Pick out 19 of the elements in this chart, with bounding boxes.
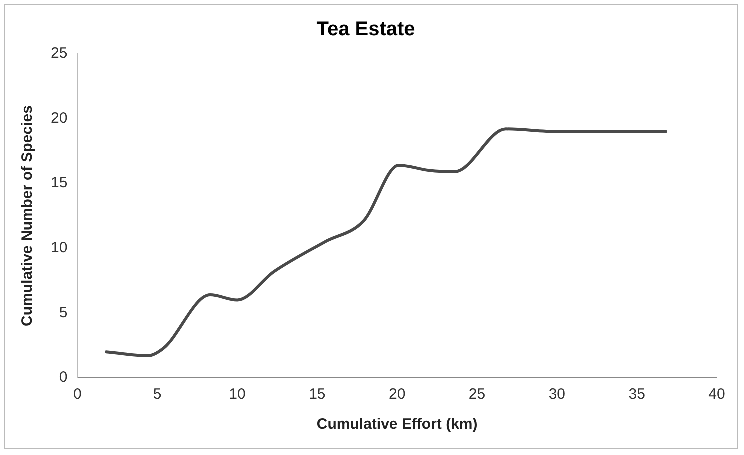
y-tick-label: 25: [50, 45, 68, 62]
x-tick-label: 35: [628, 386, 646, 404]
y-axis-title: Cumulative Number of Species: [19, 106, 36, 326]
x-tick-label: 20: [389, 386, 406, 404]
y-tick-label: 0: [59, 369, 68, 386]
x-tick-label: 0: [74, 386, 82, 404]
x-tick-label: 25: [468, 386, 486, 404]
y-tick-label: 20: [50, 110, 68, 127]
y-tick-label: 15: [50, 174, 68, 192]
x-tick-label: 40: [708, 386, 726, 404]
x-tick-label: 5: [153, 386, 162, 404]
y-tick-label: 10: [50, 240, 68, 257]
x-tick-label: 10: [229, 386, 246, 404]
x-axis-title: Cumulative Effort (km): [316, 416, 478, 434]
x-tick-label: 30: [548, 386, 566, 404]
line-series: [104, 128, 668, 358]
y-tick-label: 5: [59, 304, 68, 322]
chart-title: Tea Estate: [316, 18, 416, 41]
x-tick-label: 15: [309, 386, 326, 404]
